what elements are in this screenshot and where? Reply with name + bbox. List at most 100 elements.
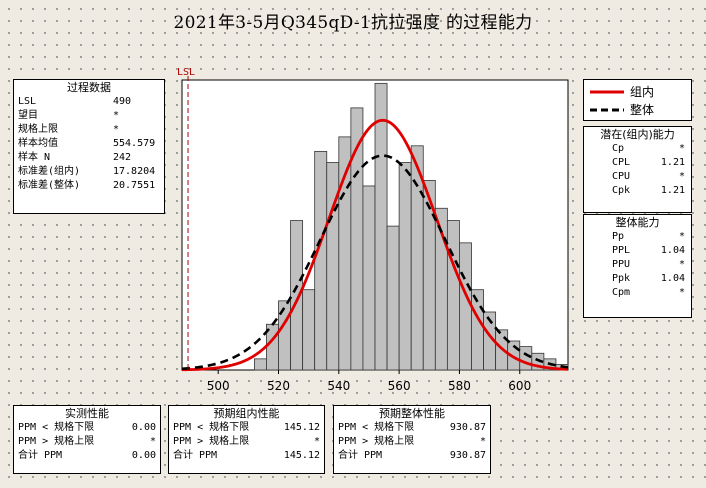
histogram-bar	[398, 162, 412, 371]
performance-value: *	[313, 436, 320, 447]
capability-row-pp: Pp *	[590, 230, 685, 244]
capability-label: Pp	[612, 231, 625, 242]
performance-label: 合计 PPM	[338, 450, 383, 461]
capability-label: Cpk	[612, 185, 631, 196]
process-data-panel: 过程数据 LSL 490 望目 * 规格上限 * 样本均值 554.579 样本 N 24…	[13, 79, 165, 214]
process-value: 490	[113, 96, 132, 107]
within-capability-panel: 潜在(组内)能力 Cp * CPL 1.21 CPU * Cpk 1.21	[583, 126, 692, 213]
histogram-bar	[386, 225, 400, 371]
performance-row: 合计 PPM 145.12	[173, 449, 320, 463]
capability-label: Cpm	[612, 287, 631, 298]
capability-row-ppu: PPU *	[590, 258, 685, 272]
performance-value: 930.87	[449, 450, 486, 461]
x-tick-label: 600	[508, 379, 531, 393]
capability-row-cp: Cp *	[590, 142, 685, 156]
observed-performance-header: 实测性能	[65, 407, 109, 420]
performance-row: PPM < 规格下限 0.00	[18, 421, 156, 435]
performance-value: 145.12	[283, 422, 320, 433]
process-value: *	[113, 124, 120, 135]
process-row-n: 样本 N 242	[18, 151, 160, 165]
histogram-bar	[362, 185, 376, 371]
performance-value: 930.87	[449, 422, 486, 433]
legend-label-within: 组内	[630, 85, 655, 99]
process-row-mean: 样本均值 554.579	[18, 137, 160, 151]
capability-label: PPL	[612, 245, 631, 256]
observed-performance-panel: 实测性能 PPM < 规格下限 0.00 PPM > 规格上限 * 合计 PPM 0.…	[13, 405, 161, 474]
histogram-bar	[459, 242, 472, 371]
histogram-bar	[302, 289, 316, 371]
performance-value: *	[149, 436, 156, 447]
expected-within-performance-header: 预期组内性能	[213, 407, 280, 420]
performance-label: PPM < 规格下限	[173, 422, 250, 433]
performance-label: PPM > 规格上限	[173, 436, 250, 447]
capability-value: *	[678, 259, 685, 270]
histogram-bar	[253, 358, 267, 371]
process-label: 样本均值	[18, 138, 58, 149]
x-tick-label: 540	[327, 379, 350, 393]
solid-line-icon	[590, 90, 624, 94]
legend: 组内 整体	[583, 79, 692, 121]
x-tick-label: 580	[448, 379, 471, 393]
capability-value: *	[678, 171, 685, 182]
overall-capability-header: 整体能力	[615, 216, 660, 229]
process-label: 标准差(整体)	[18, 180, 81, 191]
capability-label: Cp	[612, 143, 625, 154]
performance-label: PPM < 规格下限	[18, 422, 95, 433]
performance-row: PPM > 规格上限 *	[18, 435, 156, 449]
histogram-bar	[278, 300, 291, 371]
within-capability-header: 潜在(组内)能力	[600, 128, 675, 141]
capability-value: *	[678, 231, 685, 242]
x-tick-label: 520	[267, 379, 290, 393]
performance-label: PPM > 规格上限	[18, 436, 95, 447]
overall-normal-curve	[181, 154, 569, 371]
performance-label: 合计 PPM	[18, 450, 63, 461]
process-label: 标准差(组内)	[18, 166, 81, 177]
performance-value: 145.12	[283, 450, 320, 461]
legend-item-overall: 整体	[590, 101, 685, 119]
process-row-target: 望目 *	[18, 109, 160, 123]
process-label: 望目	[18, 110, 38, 121]
performance-label: PPM > 规格上限	[338, 436, 415, 447]
process-value: 20.7551	[113, 180, 156, 191]
capability-label: CPU	[612, 171, 631, 182]
capability-label: PPU	[612, 259, 631, 270]
legend-label-overall: 整体	[630, 103, 655, 117]
expected-overall-performance-panel: 预期整体性能 PPM < 规格下限 930.87 PPM > 规格上限 * 合计 P…	[333, 405, 491, 474]
process-row-usl: 规格上限 *	[18, 123, 160, 137]
process-row-lsl: LSL 490	[18, 95, 160, 109]
x-tick-label: 560	[388, 379, 411, 393]
capability-row-ppk: Ppk 1.04	[590, 272, 685, 286]
process-row-sd-within: 标准差(组内) 17.8204	[18, 165, 160, 179]
capability-row-cpu: CPU *	[590, 170, 685, 184]
capability-value: *	[678, 287, 685, 298]
capability-row-ppl: PPL 1.04	[590, 244, 685, 258]
x-tick-label: 500	[207, 379, 230, 393]
capability-row-cpk: Cpk 1.21	[590, 184, 685, 198]
process-label: LSL	[18, 96, 37, 107]
legend-item-within: 组内	[590, 83, 685, 101]
capability-row-cpm: Cpm *	[590, 286, 685, 300]
performance-row: PPM < 规格下限 930.87	[338, 421, 486, 435]
expected-overall-performance-header: 预期整体性能	[379, 407, 445, 420]
histogram-bar	[374, 82, 388, 371]
within-normal-curve	[181, 118, 569, 372]
performance-row: PPM < 规格下限 145.12	[173, 421, 320, 435]
performance-row: 合计 PPM 930.87	[338, 449, 486, 463]
histogram-bar	[314, 150, 328, 371]
capability-value: 1.04	[660, 273, 685, 284]
capability-label: Ppk	[612, 273, 631, 284]
capability-value: 1.04	[660, 245, 685, 256]
process-value: 17.8204	[113, 166, 156, 177]
capability-value: 1.21	[660, 157, 685, 168]
capability-label: CPL	[612, 157, 631, 168]
process-value: 554.579	[113, 138, 156, 149]
performance-label: 合计 PPM	[173, 450, 218, 461]
chart-title: 2021年3-5月Q345qD-1抗拉强度 的过程能力	[173, 13, 533, 33]
process-value: 242	[113, 152, 132, 163]
histogram-bar	[519, 346, 533, 371]
performance-row: 合计 PPM 0.00	[18, 449, 156, 463]
process-data-header: 过程数据	[67, 81, 111, 94]
performance-value: 0.00	[131, 422, 156, 433]
performance-label: PPM < 规格下限	[338, 422, 415, 433]
histogram-bar	[446, 220, 460, 371]
